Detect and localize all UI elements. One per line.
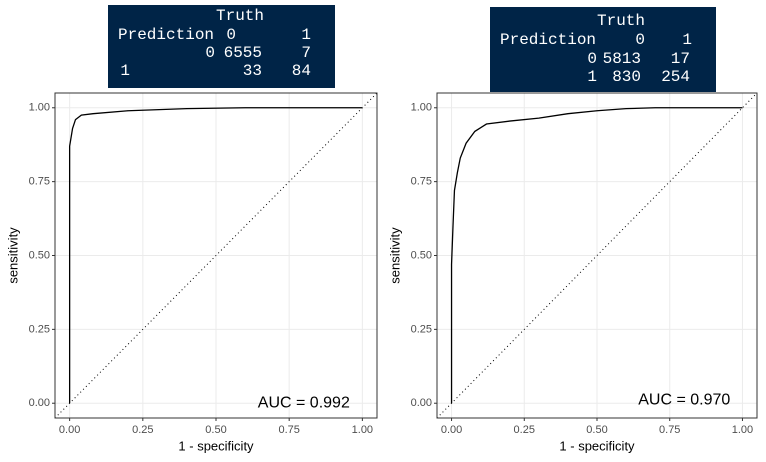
x-tick-label: 0.25: [514, 424, 535, 436]
y-tick-label: 0.50: [411, 249, 432, 261]
roc-curve: [450, 107, 743, 404]
annotation: AUC = 0.992: [258, 394, 350, 411]
cm-cell: 5813: [603, 50, 641, 68]
confusion-box: [108, 5, 335, 88]
roc-curve: [68, 107, 363, 404]
x-tick-label: 1.00: [352, 424, 373, 436]
x-tick-label: 0.50: [205, 424, 226, 436]
annotation: AUC = 0.970: [638, 391, 730, 408]
y-tick-label: 0.75: [29, 176, 50, 188]
y-tick-label: 0.25: [29, 323, 50, 335]
y-tick-label: 0.50: [29, 249, 50, 261]
cm-cell: 17: [671, 50, 690, 68]
panel-border: [54, 92, 378, 419]
y-tick-label: 0.75: [411, 176, 432, 188]
diagonal: [55, 93, 377, 418]
x-axis-label: 1 - specificity: [559, 438, 635, 453]
cm-row-label: Prediction: [500, 31, 596, 49]
cm-cell: 830: [612, 68, 641, 86]
x-tick-label: 1.00: [732, 424, 753, 436]
y-axis-label: sensitivity: [387, 227, 402, 284]
y-axis-label: sensitivity: [5, 227, 20, 284]
cm-cell: 84: [292, 62, 311, 80]
panel-border: [436, 92, 758, 419]
x-tick-label: 0.00: [59, 424, 80, 436]
confusion-box: [490, 7, 716, 92]
cm-row: 1: [120, 62, 130, 80]
y-tick-label: 1.00: [29, 102, 50, 114]
cm-cell: 254: [661, 68, 690, 86]
x-tick-label: 0.25: [132, 424, 153, 436]
cm-row: 0: [205, 44, 215, 62]
cm-row-label: Prediction: [118, 26, 214, 44]
cm-column: 1: [682, 31, 692, 49]
cm-row: 0: [587, 50, 597, 68]
cm-column: 1: [301, 26, 311, 44]
x-tick-label: 0.75: [659, 424, 680, 436]
x-tick-label: 0.75: [278, 424, 299, 436]
cm-header: Truth: [597, 12, 645, 30]
cm-header: Truth: [216, 7, 264, 25]
diagonal: [437, 93, 757, 418]
cm-column: 0: [635, 31, 645, 49]
cm-cell: 7: [301, 44, 311, 62]
cm-cell: 33: [243, 62, 262, 80]
cm-column: 0: [226, 26, 236, 44]
cm-cell: 6555: [224, 44, 262, 62]
y-tick-label: 0.00: [29, 397, 50, 409]
x-tick-label: 0.00: [441, 424, 462, 436]
x-tick-label: 0.50: [586, 424, 607, 436]
y-tick-label: 1.00: [411, 102, 432, 114]
x-axis-label: 1 - specificity: [178, 438, 254, 453]
y-tick-label: 0.00: [411, 397, 432, 409]
cm-row: 1: [587, 68, 597, 86]
y-tick-label: 0.25: [411, 323, 432, 335]
